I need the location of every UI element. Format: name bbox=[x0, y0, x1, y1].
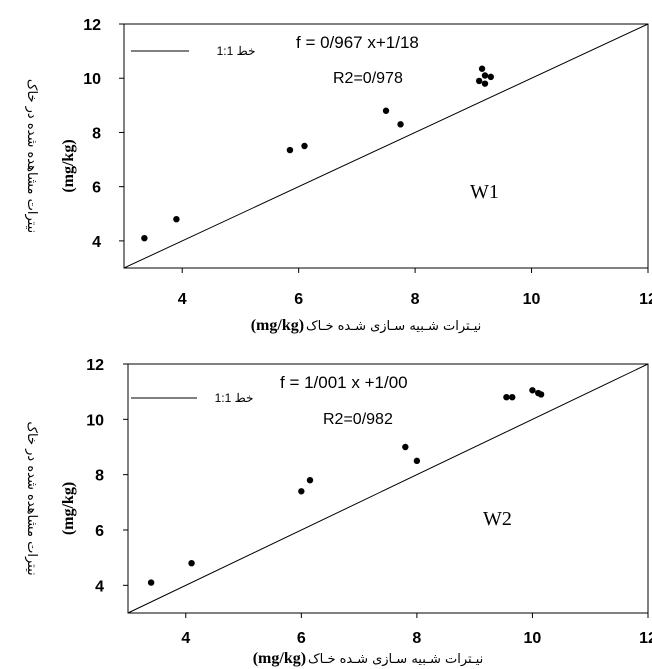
data-point bbox=[481, 80, 489, 87]
y-tick-label: 4 bbox=[92, 234, 101, 251]
plot-area-frame bbox=[127, 363, 649, 614]
y-tick-label: 6 bbox=[95, 523, 104, 540]
data-point bbox=[173, 216, 180, 223]
y-tick-label: 4 bbox=[95, 578, 104, 595]
legend-label: خط 1:1 bbox=[215, 391, 254, 405]
chart-w2: 4 6 8 10 12 4 6 8 10 12 خط 1:1 f = 1/001 x +1/00 R2=… bbox=[24, 357, 652, 667]
data-point bbox=[537, 391, 545, 398]
one-to-one-line bbox=[123, 23, 649, 269]
x-axis-title: نیـترات شـبیه سـازی شـده خـاک bbox=[308, 652, 483, 667]
r-squared-label: R2=0/982 bbox=[323, 411, 393, 428]
x-tick-label: 6 bbox=[297, 630, 306, 647]
chart-w1: 4 6 8 10 12 4 6 8 10 12 خط 1:1 f = 0/967 x+1/18 R2=0… bbox=[24, 17, 652, 334]
x-tick-label: 12 bbox=[639, 630, 652, 647]
data-point bbox=[478, 65, 486, 72]
x-tick-label: 4 bbox=[181, 630, 190, 647]
series-id-label: W1 bbox=[470, 181, 499, 203]
x-tick-label: 12 bbox=[639, 291, 652, 308]
x-axis-label: (mg/kg) نیـترات شـبیه سـازی شـده خـاک bbox=[253, 650, 484, 667]
y-axis-unit: (mg/kg) bbox=[60, 482, 77, 535]
y-axis-unit: (mg/kg) bbox=[60, 139, 77, 192]
x-axis-unit: (mg/kg) bbox=[253, 650, 306, 667]
legend-label: خط 1:1 bbox=[217, 44, 256, 58]
data-point bbox=[298, 488, 305, 495]
x-tick-label: 8 bbox=[412, 630, 421, 647]
y-axis-title: نیترات مشاهده شده در خاک bbox=[24, 421, 39, 575]
x-axis-unit: (mg/kg) bbox=[251, 317, 304, 334]
plot-area-frame bbox=[123, 23, 649, 269]
data-point bbox=[503, 394, 510, 401]
data-point bbox=[481, 72, 489, 79]
regression-equation: f = 1/001 x +1/00 bbox=[280, 373, 408, 392]
data-point bbox=[397, 121, 404, 128]
data-point bbox=[301, 142, 308, 150]
x-tick-label: 4 bbox=[178, 291, 187, 308]
y-tick-label: 6 bbox=[92, 180, 101, 197]
x-tick-label: 8 bbox=[411, 291, 420, 308]
data-point bbox=[382, 107, 390, 114]
y-tick-label: 8 bbox=[95, 468, 104, 485]
data-point bbox=[402, 443, 409, 451]
data-point bbox=[147, 579, 155, 586]
data-point bbox=[188, 560, 195, 567]
data-point bbox=[286, 146, 294, 154]
one-to-one-line bbox=[127, 363, 649, 614]
y-tick-label: 12 bbox=[83, 17, 101, 34]
x-axis-title: نیـترات شـبیه سـازی شـده خـاک bbox=[306, 319, 481, 334]
x-tick-label: 10 bbox=[523, 291, 541, 308]
y-tick-label: 10 bbox=[83, 71, 101, 88]
data-point bbox=[529, 387, 536, 394]
y-tick-label: 12 bbox=[86, 357, 104, 374]
data-point bbox=[475, 77, 483, 85]
y-tick-label: 10 bbox=[86, 412, 104, 429]
r-squared-label: R2=0/978 bbox=[333, 70, 403, 87]
data-point bbox=[413, 457, 421, 465]
y-axis-title: نیترات مشاهده شده در خاک bbox=[24, 79, 39, 233]
x-axis-label: (mg/kg) نیـترات شـبیه سـازی شـده خـاک bbox=[251, 317, 482, 334]
y-tick-label: 8 bbox=[92, 125, 101, 142]
regression-equation: f = 0/967 x+1/18 bbox=[296, 33, 419, 52]
data-point bbox=[487, 73, 494, 81]
data-point bbox=[509, 394, 516, 401]
data-point bbox=[306, 477, 314, 484]
series-id-label: W2 bbox=[483, 508, 512, 530]
data-point bbox=[141, 234, 148, 242]
x-tick-label: 10 bbox=[524, 630, 542, 647]
x-tick-label: 6 bbox=[294, 291, 303, 308]
